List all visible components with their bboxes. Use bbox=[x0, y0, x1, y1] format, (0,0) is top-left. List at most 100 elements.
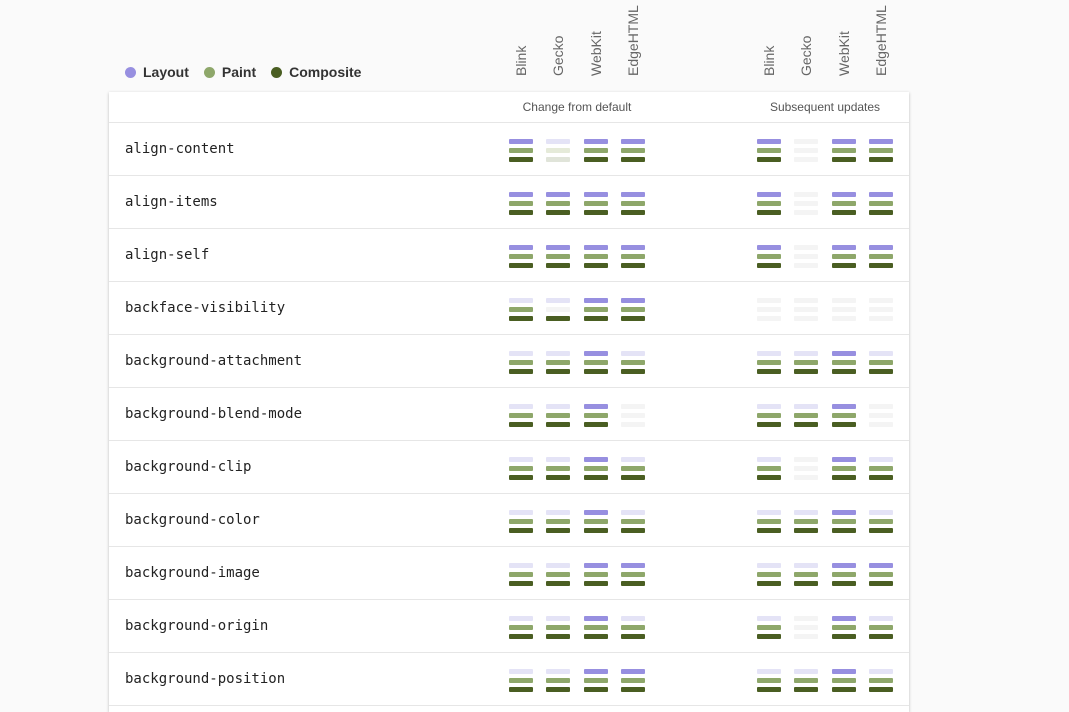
paint-bar bbox=[546, 307, 570, 312]
layout-bar bbox=[546, 245, 570, 250]
paint-bar bbox=[757, 201, 781, 206]
composite-bar bbox=[621, 369, 645, 374]
layout-bar bbox=[794, 510, 818, 515]
trigger-cell-gecko bbox=[546, 510, 570, 533]
trigger-cell-gecko bbox=[794, 192, 818, 215]
composite-bar bbox=[757, 263, 781, 268]
browser-header-blink-default: Blink bbox=[513, 0, 529, 82]
paint-bar bbox=[832, 572, 856, 577]
browser-name-label: EdgeHTML bbox=[873, 5, 889, 76]
trigger-cell-edgehtml bbox=[621, 457, 645, 480]
browser-header-webkit-default: WebKit bbox=[588, 0, 604, 82]
layout-bar bbox=[832, 404, 856, 409]
paint-bar bbox=[832, 360, 856, 365]
table-row: align-items bbox=[109, 176, 909, 229]
trigger-cell-blink bbox=[509, 563, 533, 586]
trigger-cell-gecko bbox=[546, 298, 570, 321]
trigger-cell-gecko bbox=[546, 669, 570, 692]
layout-bar bbox=[832, 139, 856, 144]
table-row: background-image bbox=[109, 547, 909, 600]
browser-name-label: Gecko bbox=[798, 35, 814, 76]
trigger-cell-edgehtml bbox=[869, 510, 893, 533]
trigger-cell-edgehtml bbox=[869, 139, 893, 162]
paint-bar bbox=[509, 519, 533, 524]
trigger-cell-webkit bbox=[584, 298, 608, 321]
paint-bar bbox=[509, 148, 533, 153]
layout-bar bbox=[832, 245, 856, 250]
trigger-cell-webkit bbox=[584, 404, 608, 427]
paint-bar bbox=[621, 413, 645, 418]
trigger-cell-webkit bbox=[832, 616, 856, 639]
paint-bar bbox=[509, 254, 533, 259]
group-header-updates: Subsequent updates bbox=[769, 100, 881, 114]
composite-bar bbox=[621, 687, 645, 692]
table-row: background-origin bbox=[109, 600, 909, 653]
paint-bar bbox=[509, 625, 533, 630]
paint-bar bbox=[832, 625, 856, 630]
table-row: background-position bbox=[109, 653, 909, 706]
browser-header-blink-updates: Blink bbox=[761, 0, 777, 82]
composite-bar bbox=[621, 157, 645, 162]
layout-bar bbox=[509, 192, 533, 197]
paint-bar bbox=[621, 625, 645, 630]
trigger-cell-edgehtml bbox=[621, 298, 645, 321]
layout-bar bbox=[757, 616, 781, 621]
layout-bar bbox=[869, 404, 893, 409]
trigger-cell-edgehtml bbox=[869, 669, 893, 692]
trigger-cell-blink bbox=[509, 192, 533, 215]
paint-bar bbox=[621, 148, 645, 153]
browser-name-label: Gecko bbox=[550, 35, 566, 76]
layout-bar bbox=[621, 404, 645, 409]
composite-bar bbox=[869, 687, 893, 692]
paint-bar bbox=[509, 413, 533, 418]
layout-bar bbox=[584, 457, 608, 462]
layout-bar bbox=[794, 404, 818, 409]
paint-bar bbox=[869, 254, 893, 259]
trigger-cell-gecko bbox=[794, 616, 818, 639]
trigger-cell-webkit bbox=[584, 139, 608, 162]
composite-bar bbox=[757, 687, 781, 692]
composite-bar bbox=[546, 369, 570, 374]
trigger-cell-edgehtml bbox=[621, 616, 645, 639]
layout-bar bbox=[869, 245, 893, 250]
layout-bar bbox=[869, 669, 893, 674]
paint-bar bbox=[869, 413, 893, 418]
layout-bar bbox=[584, 139, 608, 144]
paint-bar bbox=[794, 678, 818, 683]
composite-bar bbox=[621, 475, 645, 480]
composite-bar bbox=[832, 581, 856, 586]
trigger-cell-gecko bbox=[794, 139, 818, 162]
composite-bar bbox=[832, 210, 856, 215]
layout-bar bbox=[584, 351, 608, 356]
composite-bar bbox=[832, 263, 856, 268]
paint-bar bbox=[832, 201, 856, 206]
layout-bar bbox=[832, 616, 856, 621]
layout-bar bbox=[757, 192, 781, 197]
composite-bar bbox=[546, 528, 570, 533]
paint-bar bbox=[584, 307, 608, 312]
paint-bar bbox=[794, 307, 818, 312]
paint-bar bbox=[509, 201, 533, 206]
property-name: background-image bbox=[125, 565, 260, 581]
layout-bar bbox=[832, 510, 856, 515]
property-name: background-blend-mode bbox=[125, 406, 303, 422]
trigger-cell-blink bbox=[757, 510, 781, 533]
composite-bar bbox=[546, 422, 570, 427]
composite-bar bbox=[869, 210, 893, 215]
trigger-cell-blink bbox=[509, 616, 533, 639]
trigger-cell-blink bbox=[509, 457, 533, 480]
composite-bar bbox=[757, 210, 781, 215]
composite-bar bbox=[757, 581, 781, 586]
layout-bar bbox=[621, 669, 645, 674]
composite-bar bbox=[509, 263, 533, 268]
trigger-cell-webkit bbox=[584, 563, 608, 586]
trigger-cell-webkit bbox=[584, 510, 608, 533]
composite-bar bbox=[509, 210, 533, 215]
layout-bar bbox=[832, 669, 856, 674]
layout-bar bbox=[869, 457, 893, 462]
layout-bar bbox=[757, 139, 781, 144]
layout-bar bbox=[509, 298, 533, 303]
paint-bar bbox=[757, 625, 781, 630]
layout-bar bbox=[757, 510, 781, 515]
paint-bar bbox=[584, 254, 608, 259]
